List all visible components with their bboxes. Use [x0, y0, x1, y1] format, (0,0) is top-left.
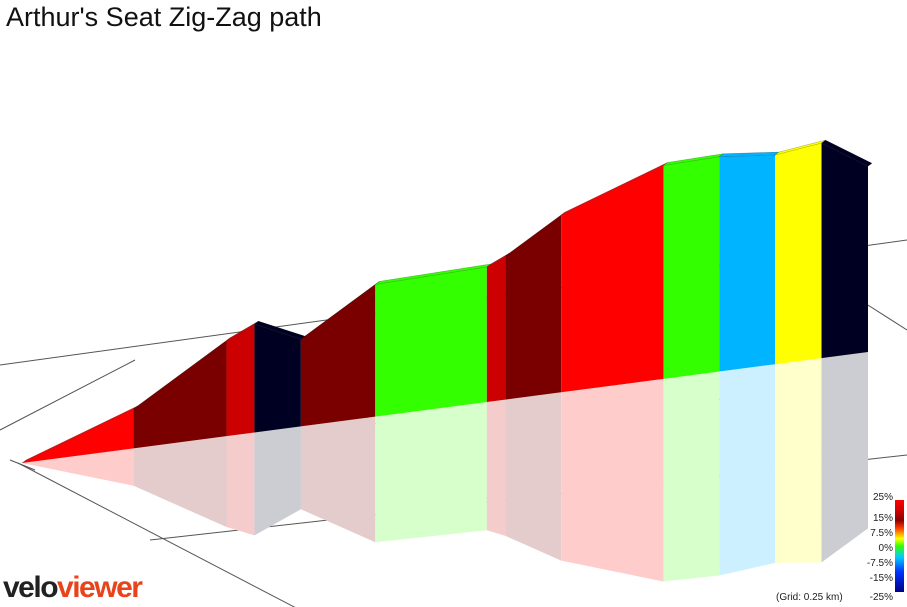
segment-reflection [486, 399, 506, 536]
grid-note: (Grid: 0.25 km) [776, 592, 843, 603]
segment-top [821, 139, 873, 167]
grid-line [9, 459, 36, 471]
segment-walls [22, 143, 868, 463]
legend-tick: -25% [869, 592, 893, 603]
segment-reflection [821, 352, 868, 563]
segment-reflection [254, 426, 301, 536]
segment-tops [21, 139, 873, 464]
legend-tick: -7.5% [866, 558, 893, 569]
legend-tick: 0% [878, 543, 893, 554]
segment-reflection [22, 448, 134, 486]
segment-reflection [505, 392, 562, 561]
segment-reflection [561, 378, 664, 582]
legend-tick: 25% [872, 492, 893, 503]
veloviewer-logo: veloviewer [3, 571, 143, 605]
brand-part-velo: velo [3, 571, 59, 604]
segment-wall [719, 155, 776, 372]
segment-wall [300, 284, 376, 427]
segment-reflection [300, 416, 376, 543]
legend-tick: 15% [872, 513, 893, 524]
segment-wall [375, 266, 487, 417]
segment-reflection [133, 436, 227, 528]
segment-wall [505, 215, 562, 400]
segment-reflection [775, 358, 822, 563]
grid-line [0, 359, 136, 431]
segment-wall [663, 156, 720, 379]
segment-reflections [22, 352, 868, 582]
segment-reflection [719, 364, 776, 576]
segment-wall [133, 340, 227, 449]
chart-title: Arthur's Seat Zig-Zag path [6, 2, 322, 32]
segment-reflection [663, 371, 720, 582]
segment-wall [254, 324, 301, 433]
segment-wall [486, 256, 506, 403]
legend-tick: -15% [869, 573, 893, 584]
segment-wall [226, 324, 255, 437]
segment-wall [775, 143, 822, 365]
segment-wall [821, 143, 868, 359]
legend-tick: 7.5% [870, 528, 893, 539]
gradient-legend: 25% 15% 7.5% 0% -7.5% -15% -25% [858, 492, 907, 607]
grid-line [17, 462, 296, 607]
segment-wall [561, 165, 664, 393]
gradient-color-bar [895, 500, 904, 592]
segment-reflection [375, 402, 487, 543]
brand-part-viewer: viewer [57, 571, 143, 604]
segment-reflection [226, 432, 255, 536]
